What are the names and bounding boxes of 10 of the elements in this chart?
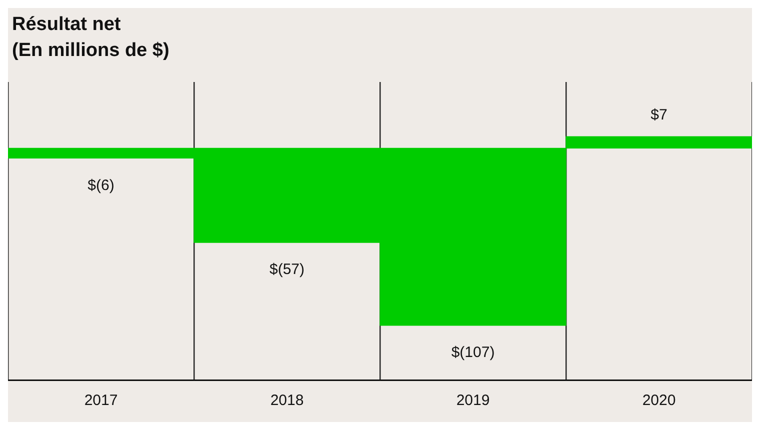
chart-subtitle: (En millions de $): [12, 39, 170, 63]
x-tick-label: 2018: [270, 392, 304, 410]
x-tick-label: 2019: [456, 392, 490, 410]
data-label: $7: [650, 106, 668, 124]
data-label: $(6): [88, 176, 114, 194]
data-label: $(57): [269, 261, 305, 278]
chart-title: Résultat net: [12, 13, 122, 37]
x-tick-label: 2017: [84, 392, 118, 410]
x-tick-label: 2020: [642, 392, 676, 410]
data-label: $(107): [451, 344, 495, 362]
